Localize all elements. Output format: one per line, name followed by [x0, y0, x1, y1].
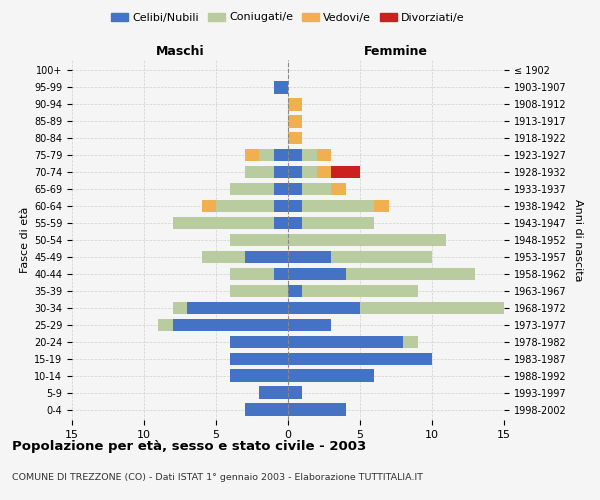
Legend: Celibi/Nubili, Coniugati/e, Vedovi/e, Divorziati/e: Celibi/Nubili, Coniugati/e, Vedovi/e, Di… — [107, 8, 469, 27]
Bar — [403, 336, 418, 348]
Bar — [288, 200, 302, 212]
Bar — [331, 166, 360, 178]
Bar — [302, 200, 374, 212]
Text: Femmine: Femmine — [364, 46, 428, 59]
Bar — [288, 148, 302, 162]
Bar — [202, 200, 216, 212]
Bar — [288, 216, 302, 230]
Text: Maschi: Maschi — [155, 46, 205, 59]
Bar — [302, 284, 418, 298]
Bar — [274, 200, 288, 212]
Bar — [288, 302, 360, 314]
Bar — [230, 370, 288, 382]
Bar — [230, 268, 274, 280]
Bar — [288, 284, 302, 298]
Y-axis label: Anni di nascita: Anni di nascita — [573, 198, 583, 281]
Bar — [302, 148, 317, 162]
Bar — [230, 234, 288, 246]
Bar — [288, 404, 346, 416]
Bar — [302, 166, 317, 178]
Bar — [274, 81, 288, 94]
Bar — [245, 404, 288, 416]
Bar — [288, 115, 302, 128]
Bar — [288, 386, 302, 399]
Bar — [230, 284, 288, 298]
Bar — [302, 182, 331, 196]
Bar — [288, 370, 374, 382]
Bar — [288, 234, 446, 246]
Bar — [288, 98, 302, 110]
Bar — [245, 166, 274, 178]
Bar — [288, 336, 403, 348]
Bar — [274, 182, 288, 196]
Bar — [173, 216, 274, 230]
Bar — [317, 148, 331, 162]
Bar — [346, 268, 475, 280]
Bar — [230, 336, 288, 348]
Bar — [274, 216, 288, 230]
Bar — [302, 216, 374, 230]
Text: COMUNE DI TREZZONE (CO) - Dati ISTAT 1° gennaio 2003 - Elaborazione TUTTITALIA.I: COMUNE DI TREZZONE (CO) - Dati ISTAT 1° … — [12, 473, 423, 482]
Bar — [288, 318, 331, 332]
Bar — [331, 250, 432, 264]
Bar — [230, 182, 274, 196]
Bar — [288, 250, 331, 264]
Bar — [288, 182, 302, 196]
Bar — [259, 386, 288, 399]
Bar — [274, 166, 288, 178]
Bar — [158, 318, 173, 332]
Text: Popolazione per età, sesso e stato civile - 2003: Popolazione per età, sesso e stato civil… — [12, 440, 366, 453]
Bar — [288, 352, 432, 365]
Bar — [274, 268, 288, 280]
Bar — [317, 166, 331, 178]
Bar — [331, 182, 346, 196]
Bar — [288, 166, 302, 178]
Y-axis label: Fasce di età: Fasce di età — [20, 207, 30, 273]
Bar — [245, 250, 288, 264]
Bar — [288, 268, 346, 280]
Bar — [360, 302, 533, 314]
Bar — [374, 200, 389, 212]
Bar — [173, 302, 187, 314]
Bar — [274, 148, 288, 162]
Bar — [173, 318, 288, 332]
Bar — [230, 352, 288, 365]
Bar — [202, 250, 245, 264]
Bar — [288, 132, 302, 144]
Bar — [245, 148, 259, 162]
Bar — [259, 148, 274, 162]
Bar — [216, 200, 274, 212]
Bar — [187, 302, 288, 314]
